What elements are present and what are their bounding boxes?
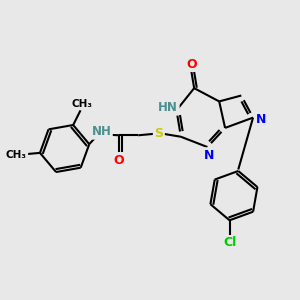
Text: N: N [256,112,266,126]
Text: O: O [114,154,124,166]
Text: CH₃: CH₃ [6,150,27,160]
Text: S: S [154,127,163,140]
Text: HN: HN [158,101,178,114]
Text: O: O [186,58,196,70]
Text: NH: NH [92,125,111,138]
Text: CH₃: CH₃ [71,99,92,109]
Text: Cl: Cl [223,236,236,250]
Text: N: N [204,149,214,162]
